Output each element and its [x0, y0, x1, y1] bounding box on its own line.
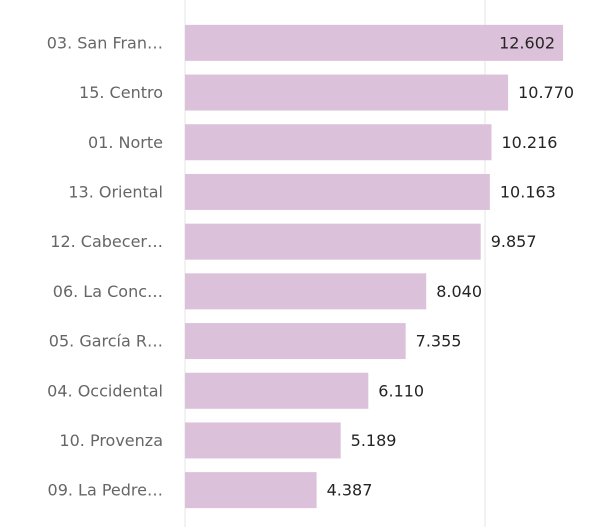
bar	[185, 273, 427, 310]
category-label: 10. Provenza	[59, 431, 163, 450]
data-label: 5.189	[351, 431, 397, 450]
data-label: 12.602	[499, 33, 555, 52]
bar	[185, 24, 564, 61]
bar	[185, 323, 406, 360]
category-label: 13. Oriental	[68, 182, 163, 201]
data-label: 7.355	[416, 332, 462, 351]
category-label: 09. La Pedre…	[48, 481, 163, 500]
bar	[185, 223, 481, 260]
bar	[185, 472, 317, 509]
bar	[185, 422, 341, 459]
bar	[185, 372, 369, 409]
data-label: 10.216	[501, 133, 557, 152]
data-label: 10.770	[518, 83, 574, 102]
category-label: 05. García R…	[49, 332, 163, 351]
data-label: 6.110	[378, 381, 424, 400]
category-label: 12. Cabecer…	[50, 232, 163, 251]
data-label: 8.040	[436, 282, 482, 301]
data-label: 4.387	[327, 481, 373, 500]
category-label: 03. San Fran…	[47, 33, 163, 52]
bar	[185, 74, 509, 111]
category-label: 06. La Conc…	[53, 282, 163, 301]
data-label: 9.857	[491, 232, 537, 251]
bar	[185, 124, 492, 161]
category-label: 15. Centro	[79, 83, 163, 102]
data-label: 10.163	[500, 182, 556, 201]
category-label: 04. Occidental	[47, 381, 163, 400]
bar	[185, 173, 490, 210]
category-label: 01. Norte	[88, 133, 163, 152]
